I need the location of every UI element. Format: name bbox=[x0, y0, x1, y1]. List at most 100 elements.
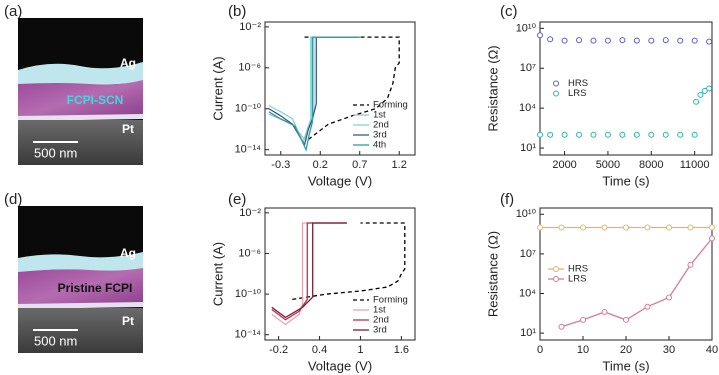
layer-label: Pt bbox=[122, 122, 134, 136]
data-point bbox=[619, 37, 626, 44]
y-axis-label: Resistance (Ω) bbox=[485, 45, 500, 131]
layer-label: Pristine FCPI bbox=[58, 281, 133, 295]
data-point bbox=[580, 316, 586, 323]
data-point bbox=[547, 36, 554, 43]
y-tick-label: 10¹ bbox=[520, 327, 536, 339]
legend-label: Forming bbox=[373, 295, 408, 306]
legend-marker bbox=[553, 266, 559, 272]
y-tick-label: 10⁻¹⁰ bbox=[235, 103, 262, 115]
data-point bbox=[644, 224, 651, 231]
data-point bbox=[644, 303, 651, 310]
y-tick-label: 10⁷ bbox=[520, 248, 536, 260]
data-point bbox=[677, 37, 684, 44]
legend-label: LRS bbox=[568, 88, 586, 99]
x-tick-label: 10 bbox=[577, 344, 589, 356]
data-point bbox=[687, 261, 694, 268]
data-point bbox=[697, 91, 704, 98]
panel-label: (a) bbox=[4, 3, 22, 20]
series-line bbox=[561, 237, 713, 328]
x-axis-label: Voltage (V) bbox=[308, 358, 372, 373]
y-tick-label: 10⁻² bbox=[239, 21, 261, 33]
series-line bbox=[292, 222, 406, 301]
x-axis-label: Voltage (V) bbox=[308, 173, 372, 188]
data-point bbox=[590, 37, 597, 44]
data-point bbox=[662, 131, 669, 138]
series-line bbox=[271, 222, 347, 321]
series-line bbox=[268, 36, 360, 141]
x-tick-label: 1.2 bbox=[392, 159, 407, 171]
legend-marker bbox=[553, 90, 559, 97]
legend-label: HRS bbox=[568, 78, 588, 89]
y-tick-label: 10¹⁰ bbox=[516, 208, 537, 220]
data-point bbox=[666, 224, 672, 231]
y-tick-label: 10⁴ bbox=[519, 102, 536, 114]
data-point bbox=[576, 131, 583, 138]
legend-label: 4th bbox=[373, 140, 386, 151]
panel-label: (f) bbox=[500, 191, 514, 208]
data-point bbox=[590, 131, 597, 138]
series-line bbox=[268, 36, 360, 145]
data-point bbox=[662, 37, 669, 44]
series-line bbox=[271, 222, 347, 326]
plot-frame bbox=[264, 207, 416, 341]
data-point bbox=[601, 224, 608, 231]
series-line bbox=[268, 36, 360, 147]
x-tick-label: 0.4 bbox=[312, 344, 327, 356]
y-tick-label: 10¹ bbox=[520, 142, 536, 154]
legend-label: 1st bbox=[373, 305, 386, 316]
x-tick-label: 40 bbox=[706, 344, 718, 356]
panel-label: (e) bbox=[228, 191, 246, 208]
legend-label: 3rd bbox=[373, 130, 387, 141]
x-axis-label: Time (s) bbox=[602, 173, 649, 188]
data-point bbox=[633, 131, 640, 138]
x-tick-label: 11000 bbox=[680, 159, 710, 171]
data-point bbox=[558, 224, 565, 231]
data-point bbox=[687, 224, 694, 231]
data-point bbox=[706, 85, 713, 92]
x-tick-label: 30 bbox=[663, 344, 675, 356]
y-tick-label: 10⁻¹⁰ bbox=[235, 288, 262, 300]
series-line bbox=[268, 36, 360, 152]
data-point bbox=[648, 131, 655, 138]
x-tick-label: 8000 bbox=[639, 159, 663, 171]
data-point bbox=[561, 37, 568, 44]
data-point bbox=[619, 131, 626, 138]
legend-label: 1st bbox=[373, 110, 386, 121]
data-point bbox=[706, 38, 713, 45]
data-point bbox=[576, 37, 583, 44]
panel-label: (c) bbox=[500, 3, 518, 20]
data-point bbox=[691, 131, 698, 138]
data-point bbox=[601, 308, 608, 315]
y-tick-label: 10⁻⁶ bbox=[238, 62, 261, 74]
data-point bbox=[547, 131, 554, 138]
data-point bbox=[709, 235, 715, 242]
sem-image bbox=[18, 18, 143, 165]
y-tick-label: 10⁷ bbox=[520, 62, 536, 74]
y-axis-label: Resistance (Ω) bbox=[485, 231, 500, 317]
y-axis-label: Current (A) bbox=[210, 56, 225, 120]
scale-bar-label: 500 nm bbox=[34, 145, 77, 160]
panel-label: (d) bbox=[4, 191, 22, 208]
data-point bbox=[709, 224, 715, 231]
layer-label: Ag bbox=[120, 246, 136, 260]
data-point bbox=[558, 323, 565, 330]
data-point bbox=[604, 131, 611, 138]
legend-label: LRS bbox=[568, 274, 586, 285]
plot-frame bbox=[264, 21, 416, 156]
data-point bbox=[633, 37, 640, 44]
x-tick-label: -0.2 bbox=[269, 344, 288, 356]
layer-label: Ag bbox=[120, 56, 136, 70]
x-tick-label: 5000 bbox=[596, 159, 620, 171]
x-tick-label: 0.2 bbox=[313, 159, 328, 171]
data-point bbox=[561, 131, 568, 138]
legend-label: HRS bbox=[568, 264, 588, 275]
data-point bbox=[537, 224, 543, 231]
panel-label: (b) bbox=[228, 3, 246, 20]
data-point bbox=[537, 32, 543, 39]
series-line bbox=[271, 222, 347, 319]
y-tick-label: 10⁻² bbox=[239, 207, 261, 219]
data-point bbox=[677, 131, 684, 138]
data-point bbox=[648, 37, 655, 44]
x-tick-label: 1.6 bbox=[394, 344, 409, 356]
